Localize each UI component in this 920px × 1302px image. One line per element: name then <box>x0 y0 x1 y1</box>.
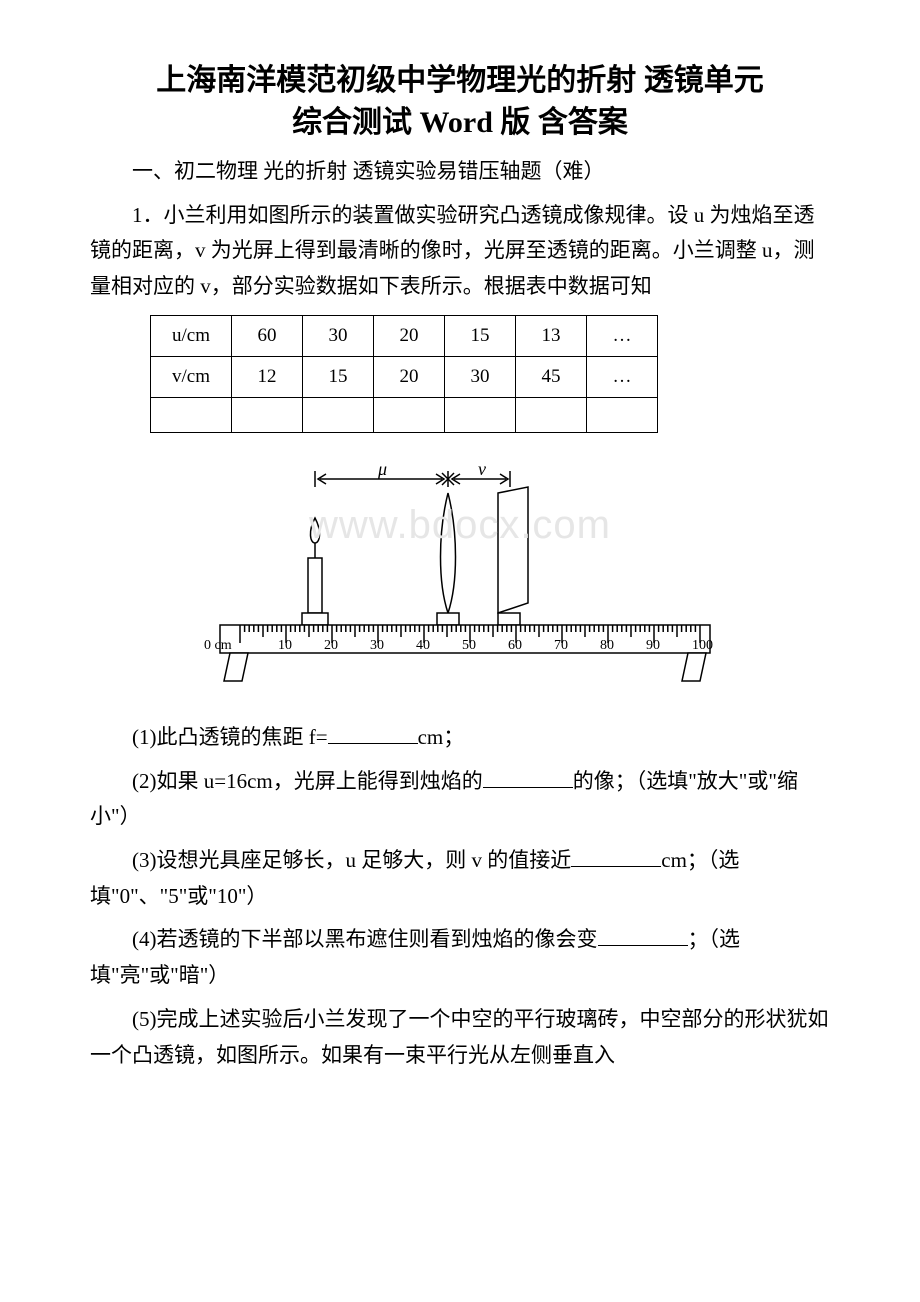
intro-paragraph: 1．小兰利用如图所示的装置做实验研究凸透镜成像规律。设 u 为烛焰至透镜的距离，… <box>90 198 830 305</box>
table-cell: 20 <box>374 357 445 398</box>
table-cell: 30 <box>445 357 516 398</box>
svg-text:20: 20 <box>324 638 338 653</box>
title-line2: 综合测试 Word 版 含答案 <box>292 106 628 139</box>
section-heading: 一、初二物理 光的折射 透镜实验易错压轴题（难） <box>90 154 830 190</box>
svg-text:40: 40 <box>416 638 430 653</box>
table-cell <box>374 398 445 433</box>
table-cell: 15 <box>303 357 374 398</box>
u-label: μ <box>377 463 387 479</box>
table-cell: 20 <box>374 315 445 356</box>
table-cell: 60 <box>232 315 303 356</box>
question-1: (1)此凸透镜的焦距 f=cm； <box>90 720 830 756</box>
svg-text:50: 50 <box>462 638 476 653</box>
question-4: (4)若透镜的下半部以黑布遮住则看到烛焰的像会变；（选填"亮"或"暗"） <box>90 922 830 993</box>
v-label: ν <box>478 463 486 479</box>
ruler-zero-label: 0 cm <box>204 638 232 653</box>
title-line1: 上海南洋模范初级中学物理光的折射 透镜单元 <box>156 64 764 97</box>
blank-field <box>328 722 418 744</box>
table-row: u/cm 60 30 20 15 13 … <box>151 315 658 356</box>
optics-figure: www.bdocx.com μ ν <box>90 463 830 705</box>
table-cell <box>303 398 374 433</box>
svg-text:90: 90 <box>646 638 660 653</box>
table-cell <box>587 398 658 433</box>
table-cell <box>151 398 232 433</box>
question-5: (5)完成上述实验后小兰发现了一个中空的平行玻璃砖，中空部分的形状犹如一个凸透镜… <box>90 1002 830 1073</box>
table-cell: 15 <box>445 315 516 356</box>
table-cell <box>232 398 303 433</box>
table-cell: 45 <box>516 357 587 398</box>
table-cell: v/cm <box>151 357 232 398</box>
table-cell <box>445 398 516 433</box>
optical-bench-svg: μ ν <box>190 463 730 693</box>
svg-text:10: 10 <box>278 638 292 653</box>
svg-text:70: 70 <box>554 638 568 653</box>
table-cell <box>516 398 587 433</box>
svg-text:80: 80 <box>600 638 614 653</box>
question-2: (2)如果 u=16cm，光屏上能得到烛焰的的像；（选填"放大"或"缩小"） <box>90 764 830 835</box>
table-cell: 30 <box>303 315 374 356</box>
table-cell: 13 <box>516 315 587 356</box>
table-cell: 12 <box>232 357 303 398</box>
svg-text:100: 100 <box>692 638 713 653</box>
blank-field <box>598 924 688 946</box>
lens-icon <box>437 493 459 625</box>
table-row <box>151 398 658 433</box>
table-row: v/cm 12 15 20 30 45 … <box>151 357 658 398</box>
table-cell: … <box>587 357 658 398</box>
candle-icon <box>302 518 328 625</box>
blank-field <box>483 766 573 788</box>
blank-field <box>571 845 661 867</box>
table-cell: u/cm <box>151 315 232 356</box>
svg-text:30: 30 <box>370 638 384 653</box>
question-3: (3)设想光具座足够长，u 足够大，则 v 的值接近cm；（选填"0"、"5"或… <box>90 843 830 914</box>
screen-icon <box>498 487 528 625</box>
ruler-icon <box>220 625 710 681</box>
data-table: u/cm 60 30 20 15 13 … v/cm 12 15 20 30 4… <box>150 315 658 434</box>
svg-text:60: 60 <box>508 638 522 653</box>
table-cell: … <box>587 315 658 356</box>
